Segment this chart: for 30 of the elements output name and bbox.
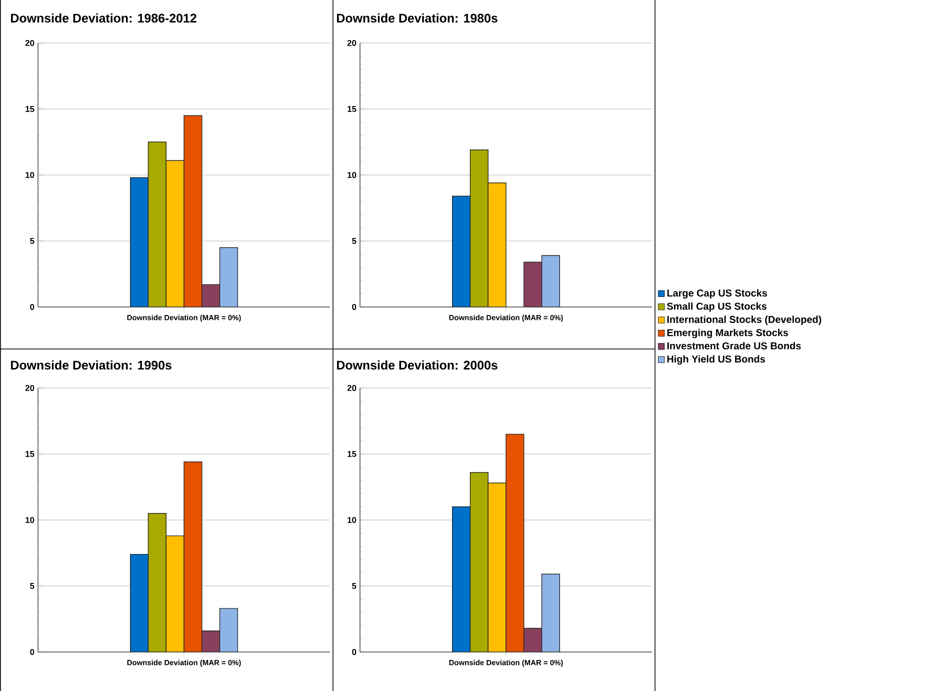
y-tick-label: 20 <box>25 384 34 391</box>
y-tick-label: 15 <box>348 451 356 457</box>
y-tick-label: 15 <box>26 106 34 112</box>
y-tick-label: 10 <box>26 516 34 523</box>
y-tick-label: 0 <box>352 648 356 655</box>
legend-label: Large Cap US Stocks <box>667 289 768 299</box>
legend-label: High Yield US Bonds <box>667 355 765 365</box>
y-tick-label: 20 <box>25 40 34 46</box>
y-tick-label: 10 <box>26 172 34 178</box>
y-tick-label: 15 <box>26 451 34 457</box>
chart-title: Downside Deviation: 1990s <box>11 360 172 370</box>
chart-title: Downside Deviation: 1986-2012 <box>11 13 196 23</box>
y-tick-label: 15 <box>348 106 356 112</box>
y-tick-label: 20 <box>347 40 356 46</box>
chart-title: Downside Deviation: 2000s <box>337 360 498 370</box>
y-tick-label: 0 <box>352 304 356 310</box>
legend-label: Emerging Markets Stocks <box>667 328 788 338</box>
legend-label: Investment Grade US Bonds <box>667 342 801 350</box>
legend-label: Small Cap US Stocks <box>666 302 766 312</box>
y-tick-label: 0 <box>30 304 34 310</box>
y-tick-label: 5 <box>30 238 34 244</box>
legend-label: International Stocks (Developed) <box>667 316 822 325</box>
y-tick-label: 5 <box>352 583 356 589</box>
y-tick-label: 0 <box>30 648 34 655</box>
chart-title: Downside Deviation: 1980s <box>337 13 498 23</box>
y-tick-label: 5 <box>30 583 34 589</box>
y-tick-label: 10 <box>348 172 356 178</box>
y-tick-label: 10 <box>348 516 356 523</box>
y-tick-label: 20 <box>347 384 356 391</box>
y-tick-label: 5 <box>352 238 356 244</box>
